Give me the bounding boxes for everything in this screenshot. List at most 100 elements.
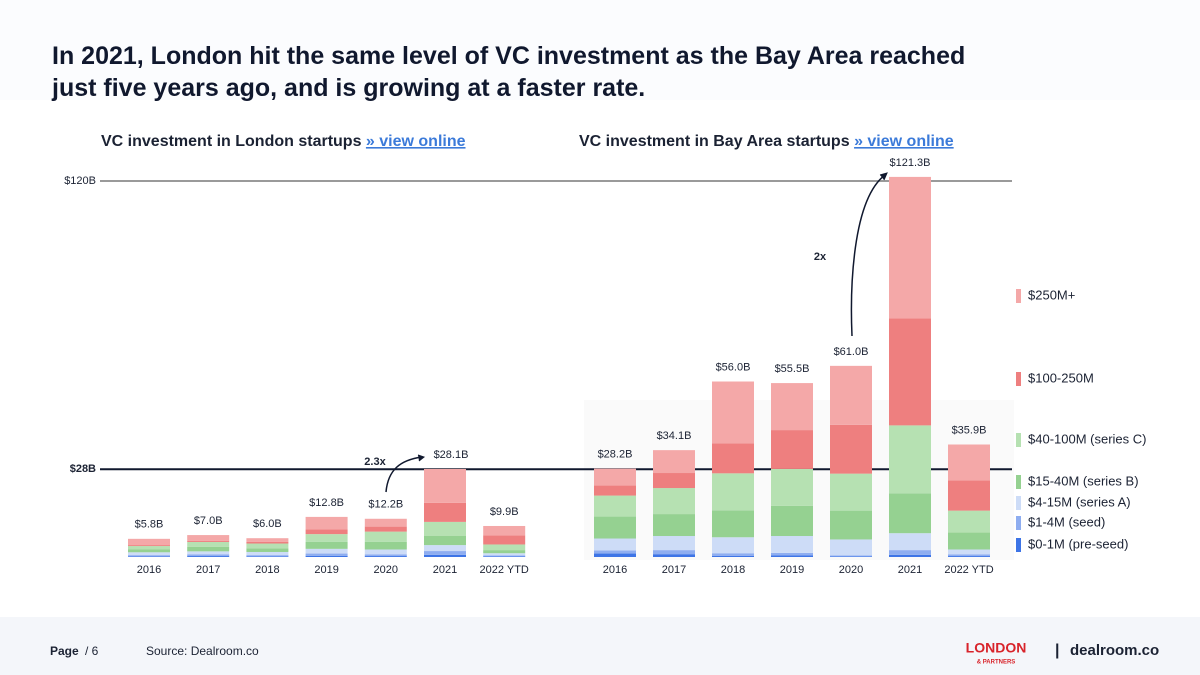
bar-segment	[305, 553, 348, 556]
chart-title: VC investment in London startups » view …	[101, 133, 466, 150]
legend-label: $4-15M (series A)	[1028, 494, 1131, 509]
bar-segment	[653, 450, 695, 474]
legend-swatch	[1016, 538, 1021, 552]
bar-segment	[830, 539, 872, 556]
bar-segment	[948, 444, 990, 481]
value-label: $61.0B	[834, 346, 869, 358]
bar-segment	[653, 514, 695, 537]
x-tick-label: 2021	[898, 564, 922, 576]
bar-segment	[712, 555, 754, 557]
legend-swatch	[1016, 475, 1021, 489]
bar-segment	[771, 505, 813, 537]
logo: LONDON	[966, 640, 1027, 656]
bar-segment	[712, 537, 754, 554]
legend-label: $15-40M (series B)	[1028, 473, 1139, 488]
title-line: just five years ago, and is growing at a…	[51, 74, 645, 102]
x-tick-label: 2017	[662, 564, 686, 576]
footer-bg	[0, 617, 1200, 675]
x-tick-label: 2020	[374, 564, 398, 576]
bar-segment	[948, 480, 990, 511]
view-online-link[interactable]: » view online	[854, 133, 954, 150]
y-tick-label: $28B	[70, 463, 96, 475]
legend-label: $1-4M (seed)	[1028, 514, 1105, 529]
bar-segment	[364, 518, 407, 527]
bar-segment	[246, 556, 289, 557]
bar-segment	[830, 473, 872, 511]
value-label: $56.0B	[716, 361, 751, 373]
bar-segment	[424, 468, 466, 503]
bar-segment	[483, 550, 526, 554]
bar-segment	[948, 532, 990, 550]
legend-label: $0-1M (pre-seed)	[1028, 536, 1128, 551]
bar-segment	[889, 493, 931, 534]
bar-segment	[424, 554, 466, 557]
legend-label: $40-100M (series C)	[1028, 431, 1147, 446]
bar-segment	[364, 531, 407, 542]
value-label: $6.0B	[253, 518, 282, 530]
legend-swatch	[1016, 433, 1021, 447]
bar-segment	[128, 552, 170, 556]
bar-segment	[128, 556, 170, 557]
legend-swatch	[1016, 372, 1021, 386]
x-tick-label: 2021	[433, 564, 457, 576]
value-label: $5.8B	[135, 519, 164, 531]
x-tick-label: 2016	[137, 564, 161, 576]
bar-segment	[653, 550, 695, 555]
value-label: $7.0B	[194, 515, 223, 527]
arrow-head	[879, 172, 888, 181]
value-label: $12.2B	[368, 499, 403, 511]
bar-segment	[771, 555, 813, 557]
bar-segment	[187, 540, 230, 542]
bar-segment	[424, 502, 466, 522]
growth-arrow	[850, 174, 886, 337]
bar-segment	[483, 525, 526, 536]
value-label: $12.8B	[309, 497, 344, 509]
bar-segment	[948, 556, 990, 557]
bar-segment	[305, 541, 348, 549]
source: Source: Dealroom.co	[146, 644, 259, 658]
bar-segment	[771, 430, 813, 469]
bar-segment	[364, 526, 407, 532]
bar-segment	[948, 554, 990, 557]
x-tick-label: 2017	[196, 564, 220, 576]
value-label: $9.9B	[490, 506, 519, 518]
x-tick-label: 2018	[721, 564, 745, 576]
bar-segment	[948, 510, 990, 533]
annotation: 2x	[814, 251, 827, 263]
brand: dealroom.co	[1070, 642, 1159, 659]
view-online-link[interactable]: » view online	[366, 133, 466, 150]
bar-segment	[889, 550, 931, 555]
bar-segment	[483, 555, 526, 557]
legend-label: $100-250M	[1028, 370, 1094, 385]
bar-segment	[830, 365, 872, 425]
growth-arrow	[385, 456, 423, 493]
bar-segment	[771, 536, 813, 553]
bar-segment	[712, 381, 754, 444]
bar-segment	[424, 545, 466, 552]
bar-segment	[128, 538, 170, 546]
bar-segment	[246, 538, 289, 542]
bar-segment	[483, 535, 526, 545]
legend-swatch	[1016, 289, 1021, 303]
x-tick-label: 2018	[255, 564, 279, 576]
bar-segment	[128, 549, 170, 553]
bar-segment	[830, 424, 872, 474]
bar-segment	[712, 510, 754, 538]
bar-segment	[889, 533, 931, 551]
bar-segment	[424, 536, 466, 546]
bar-segment	[889, 425, 931, 494]
bar-segment	[187, 556, 230, 557]
chart-title-text: VC investment in Bay Area startups	[579, 133, 850, 150]
bar-segment	[364, 549, 407, 555]
value-label: $28.2B	[598, 449, 633, 461]
bar-segment	[305, 529, 348, 535]
bar-segment	[771, 383, 813, 431]
bar-segment	[653, 536, 695, 551]
bar-segment	[246, 541, 289, 544]
bar-segment	[948, 549, 990, 555]
bar-segment	[364, 554, 407, 557]
logo-sub: & PARTNERS	[977, 660, 1016, 666]
bar-segment	[594, 538, 636, 551]
header-bg	[0, 0, 1200, 100]
bar-segment	[483, 544, 526, 551]
